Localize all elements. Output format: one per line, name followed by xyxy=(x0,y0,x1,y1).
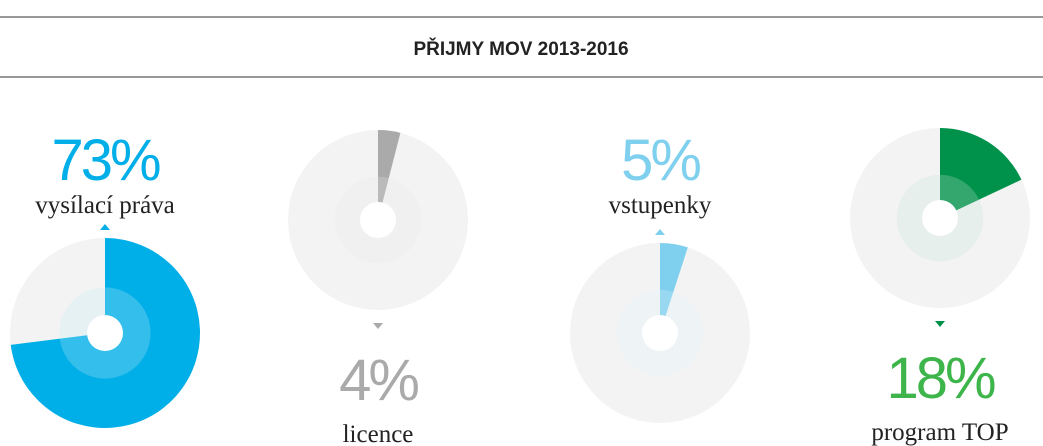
pie-slice xyxy=(378,130,401,220)
value-label: 18% xyxy=(886,346,995,411)
pointer xyxy=(655,229,665,235)
chart-title: PŘIJMY MOV 2013-2016 xyxy=(413,38,628,60)
pie-hole xyxy=(360,202,396,238)
value-label: 4% xyxy=(339,348,418,413)
category-label: licence xyxy=(343,421,414,446)
category-label: vysílací práva xyxy=(35,192,175,219)
pointer xyxy=(935,321,945,327)
category-label: program TOP xyxy=(871,419,1008,446)
pie-slice xyxy=(940,128,1022,218)
pie-slice xyxy=(660,243,688,333)
pie-hole xyxy=(87,315,123,351)
pie-hole xyxy=(642,315,678,351)
pie-hole xyxy=(922,200,958,236)
value-label: 73% xyxy=(51,128,160,193)
pointer xyxy=(100,224,110,230)
value-label: 5% xyxy=(621,128,700,193)
category-label: vstupenky xyxy=(609,192,712,219)
pointer xyxy=(373,323,383,329)
